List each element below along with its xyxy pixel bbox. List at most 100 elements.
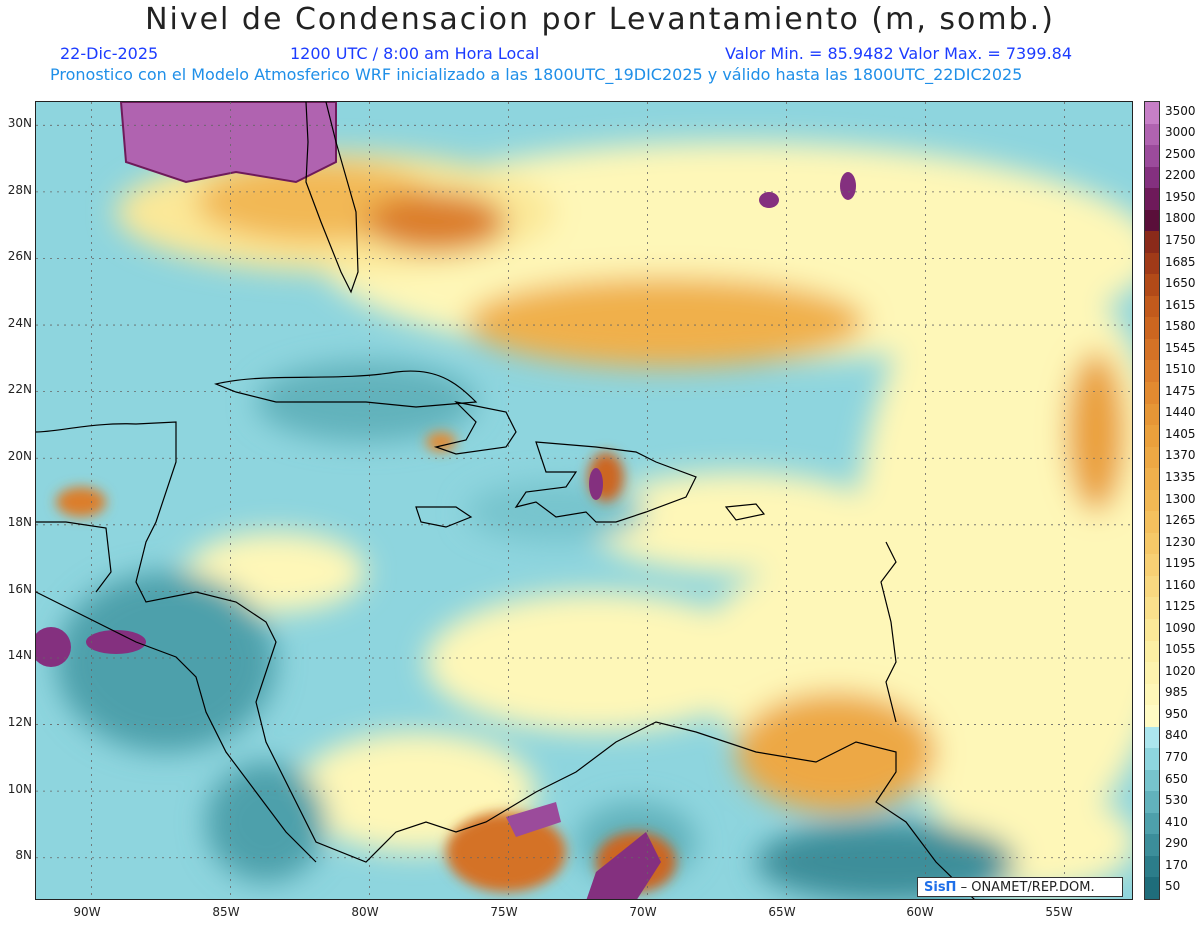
legend-swatch	[1145, 425, 1159, 448]
legend-label: 2500	[1165, 146, 1196, 161]
legend-swatch	[1145, 640, 1159, 663]
legend-label: 1370	[1165, 448, 1196, 463]
lon-label: 80W	[351, 905, 379, 919]
legend-swatch	[1145, 231, 1159, 254]
legend-swatch	[1145, 209, 1159, 232]
legend-swatch	[1145, 575, 1159, 598]
legend-label: 650	[1165, 771, 1188, 786]
legend-swatch	[1145, 145, 1159, 168]
legend-swatch	[1145, 618, 1159, 641]
legend-label: 1580	[1165, 319, 1196, 334]
lat-label: 24N	[7, 316, 32, 330]
legend-label: 530	[1165, 793, 1188, 808]
legend-swatch	[1145, 597, 1159, 620]
legend-swatch	[1145, 662, 1159, 685]
lon-label: 60W	[906, 905, 934, 919]
legend-swatch	[1145, 446, 1159, 469]
legend-label: 1020	[1165, 663, 1196, 678]
legend-label: 290	[1165, 836, 1188, 851]
credit-box: SisΠ – ONAMET/REP.DOM.	[917, 877, 1123, 897]
legend-label: 1545	[1165, 340, 1196, 355]
legend-swatch	[1145, 360, 1159, 383]
high-lcl-patches	[36, 102, 856, 899]
legend-swatch	[1145, 532, 1159, 555]
legend-swatch	[1145, 812, 1159, 835]
lat-label: 30N	[7, 116, 32, 130]
legend-swatch	[1145, 166, 1159, 189]
forecast-map	[35, 101, 1133, 900]
legend-swatch	[1145, 511, 1159, 534]
model-info: Pronostico con el Modelo Atmosferico WRF…	[50, 65, 1023, 84]
lon-label: 55W	[1045, 905, 1073, 919]
legend-label: 3000	[1165, 125, 1196, 140]
legend-swatch	[1145, 769, 1159, 792]
legend-label: 770	[1165, 749, 1188, 764]
lat-label: 18N	[7, 515, 32, 529]
lon-label: 65W	[768, 905, 796, 919]
legend-label: 1750	[1165, 233, 1196, 247]
legend-label: 170	[1165, 857, 1188, 872]
legend-swatch	[1145, 317, 1159, 340]
legend-label: 1650	[1165, 276, 1196, 291]
legend-label: 840	[1165, 728, 1188, 743]
legend-label: 410	[1165, 814, 1188, 829]
color-legend	[1144, 101, 1160, 900]
lon-label: 75W	[490, 905, 518, 919]
legend-swatch	[1145, 123, 1159, 146]
lat-label: 14N	[7, 648, 32, 662]
legend-label: 1160	[1165, 577, 1196, 592]
legend-label: 1685	[1165, 254, 1196, 269]
legend-swatch	[1145, 382, 1159, 405]
legend-label: 1090	[1165, 620, 1196, 635]
lat-label: 22N	[7, 382, 32, 396]
legend-label: 1405	[1165, 426, 1196, 441]
legend-swatch	[1145, 726, 1159, 749]
legend-label: 1615	[1165, 297, 1196, 312]
forecast-time: 1200 UTC / 8:00 am Hora Local	[290, 44, 540, 63]
legend-swatch	[1145, 683, 1159, 706]
legend-label: 1195	[1165, 556, 1196, 571]
legend-swatch	[1145, 791, 1159, 814]
legend-swatch	[1145, 102, 1159, 125]
lat-lon-grid	[36, 102, 1132, 899]
legend-label: 1475	[1165, 383, 1196, 398]
lon-label: 90W	[73, 905, 101, 919]
legend-swatch	[1145, 403, 1159, 426]
coastlines	[36, 102, 975, 899]
legend-label: 950	[1165, 706, 1188, 721]
lon-label: 70W	[629, 905, 657, 919]
lat-label: 26N	[7, 249, 32, 263]
legend-swatch	[1145, 748, 1159, 771]
legend-label: 2200	[1165, 168, 1196, 183]
legend-label: 1230	[1165, 534, 1196, 549]
lat-label: 12N	[7, 715, 32, 729]
credit-text: – ONAMET/REP.DOM.	[960, 880, 1095, 895]
lat-label: 10N	[7, 782, 32, 796]
legend-swatch	[1145, 274, 1159, 297]
lat-label: 28N	[7, 183, 32, 197]
legend-label: 50	[1165, 879, 1181, 894]
legend-label: 1335	[1165, 469, 1196, 484]
lat-label: 16N	[7, 582, 32, 596]
legend-label: 1055	[1165, 642, 1196, 657]
legend-label: 985	[1165, 685, 1188, 700]
min-max-values: Valor Min. = 85.9482 Valor Max. = 7399.8…	[725, 44, 1073, 63]
legend-label: 1300	[1165, 491, 1196, 506]
legend-label: 1125	[1165, 599, 1196, 614]
lon-label: 85W	[212, 905, 240, 919]
legend-swatch	[1145, 554, 1159, 577]
legend-swatch	[1145, 468, 1159, 491]
legend-swatch	[1145, 877, 1159, 900]
legend-label: 1950	[1165, 189, 1196, 204]
legend-swatch	[1145, 834, 1159, 857]
legend-swatch	[1145, 295, 1159, 318]
legend-label: 1800	[1165, 211, 1196, 226]
legend-swatch	[1145, 489, 1159, 512]
legend-label: 1265	[1165, 513, 1196, 528]
sisp-logo: SisΠ	[924, 880, 957, 895]
legend-label: 3500	[1165, 103, 1196, 118]
forecast-date: 22-Dic-2025	[60, 44, 159, 63]
legend-swatch	[1145, 188, 1159, 211]
legend-swatch	[1145, 705, 1159, 728]
legend-label: 1440	[1165, 405, 1196, 420]
